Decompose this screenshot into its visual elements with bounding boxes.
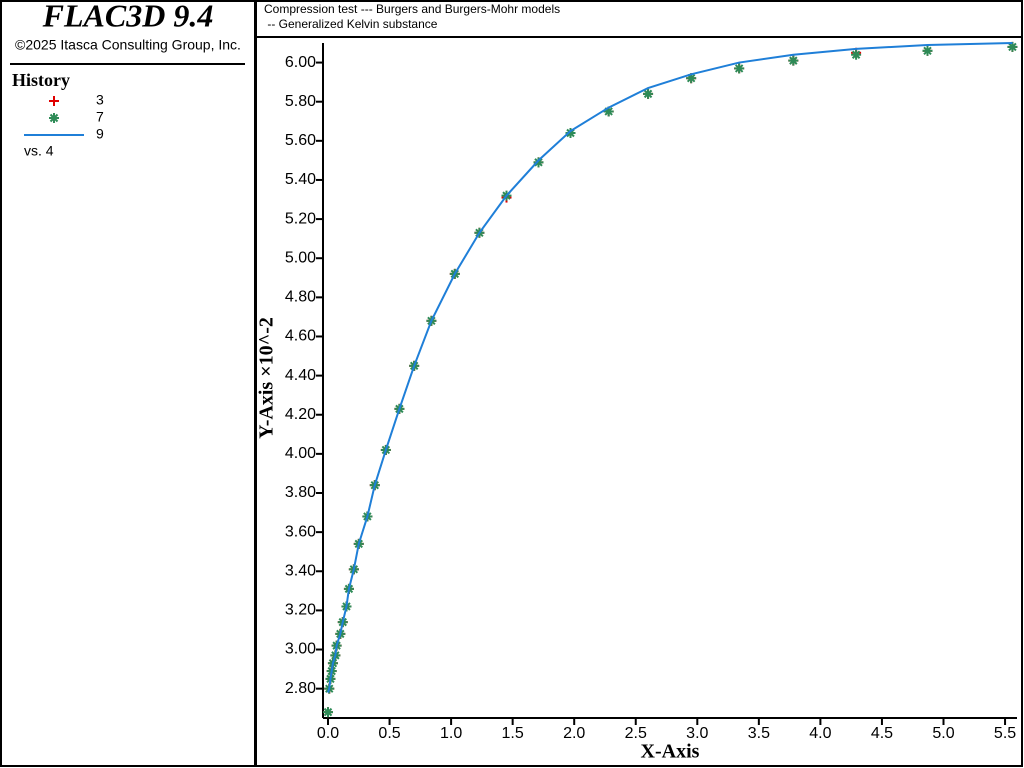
star-marker <box>643 88 654 99</box>
star-marker <box>323 707 333 718</box>
marker-stroke <box>323 707 333 717</box>
x-tick-label: 2.0 <box>563 725 585 742</box>
y-tick-label: 5.80 <box>285 93 316 110</box>
y-tick-label: 5.40 <box>285 171 316 188</box>
x-tick-label: 4.0 <box>809 725 831 742</box>
legend-label: 9 <box>96 126 104 142</box>
x-tick-label: 3.5 <box>748 725 770 742</box>
star-marker <box>851 49 862 60</box>
y-tick-label: 5.00 <box>285 249 316 266</box>
plus-marker <box>49 96 59 106</box>
chart-subtitle: -- Generalized Kelvin substance <box>264 17 438 31</box>
y-tick-label: 5.60 <box>285 132 316 149</box>
y-tick-label: 6.00 <box>285 54 316 71</box>
marker-stroke <box>534 158 543 167</box>
x-tick-label: 5.5 <box>994 725 1016 742</box>
series-line <box>327 42 1013 693</box>
legend-label: 3 <box>96 92 104 108</box>
x-tick-label: 0.0 <box>317 725 339 742</box>
y-tick-label: 4.40 <box>285 367 316 384</box>
star-marker <box>734 63 745 74</box>
star-marker <box>788 55 799 66</box>
plot-panel <box>255 0 1023 767</box>
legend-footer: vs. 4 <box>24 143 54 159</box>
y-tick-label: 5.20 <box>285 210 316 227</box>
y-tick-label: 3.00 <box>285 641 316 658</box>
app-title: FLAC3D 9.4 <box>42 0 214 33</box>
marker-stroke <box>851 50 861 59</box>
x-axis-label: X-Axis <box>641 741 700 763</box>
marker-stroke <box>49 113 59 123</box>
y-tick-label: 3.40 <box>285 562 316 579</box>
y-tick-label: 4.00 <box>285 445 316 462</box>
x-tick-label: 2.5 <box>625 725 647 742</box>
marker-stroke <box>604 107 613 116</box>
marker-stroke <box>686 74 696 83</box>
star-marker <box>533 157 544 168</box>
y-tick-label: 3.80 <box>285 484 316 501</box>
legend-title: History <box>12 70 70 90</box>
x-tick-label: 0.5 <box>378 725 400 742</box>
x-tick-label: 3.0 <box>686 725 708 742</box>
chart-title: Compression test --- Burgers and Burgers… <box>264 2 560 16</box>
y-tick-label: 4.80 <box>285 289 316 306</box>
star-marker <box>49 113 59 123</box>
marker-stroke <box>1008 42 1017 52</box>
marker-stroke <box>643 89 653 99</box>
marker-stroke <box>734 64 744 73</box>
x-tick-label: 4.5 <box>871 725 893 742</box>
y-tick-label: 3.60 <box>285 523 316 540</box>
y-tick-label: 2.80 <box>285 680 316 697</box>
marker-stroke <box>923 46 932 56</box>
y-tick-label: 4.20 <box>285 406 316 423</box>
marker-stroke <box>789 56 798 65</box>
y-tick-label: 3.20 <box>285 602 316 619</box>
y-axis-label: Y-Axis ×10^-2 <box>256 317 278 439</box>
legend-panel <box>0 0 256 767</box>
copyright: ©2025 Itasca Consulting Group, Inc. <box>15 37 241 53</box>
x-tick-label: 1.0 <box>440 725 462 742</box>
y-tick-label: 4.60 <box>285 328 316 345</box>
x-tick-label: 5.0 <box>932 725 954 742</box>
star-marker <box>1007 41 1018 52</box>
star-marker <box>922 45 933 56</box>
x-tick-label: 1.5 <box>502 725 524 742</box>
legend-label: 7 <box>96 109 104 125</box>
